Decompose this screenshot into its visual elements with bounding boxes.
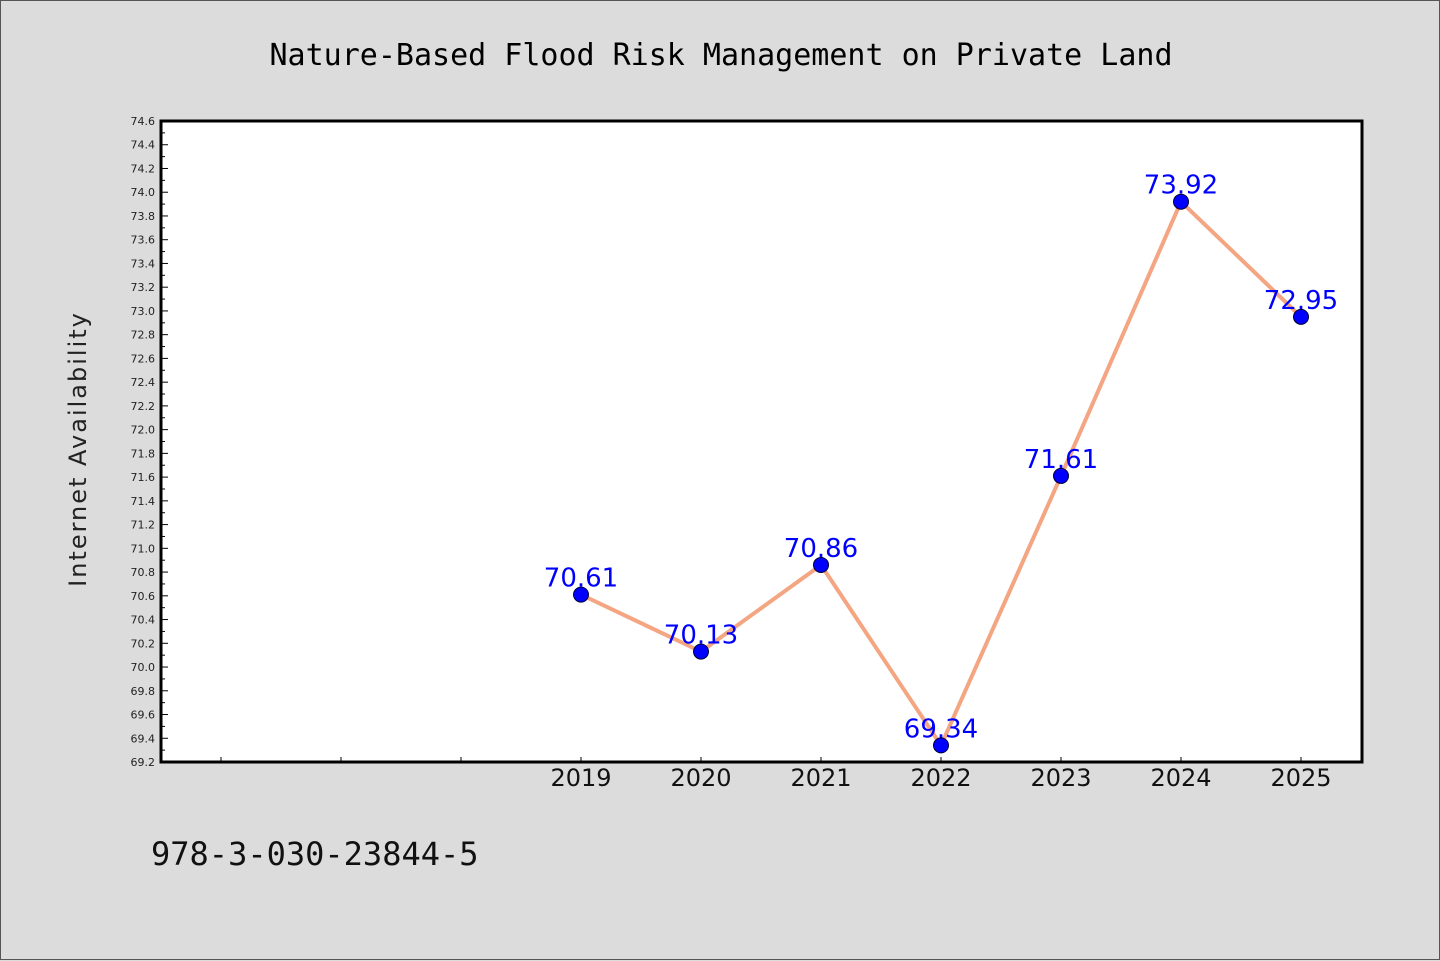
y-tick-label: 73.8 [131, 210, 156, 223]
data-point [573, 586, 589, 603]
data-point [933, 737, 949, 754]
y-tick-label: 72.2 [131, 400, 156, 413]
x-tick-label: 2022 [910, 764, 971, 792]
y-tick-label: 70.4 [131, 614, 156, 627]
y-tick-label: 70.6 [131, 590, 156, 603]
y-tick-label: 73.0 [131, 305, 156, 318]
data-label: 69.34 [904, 714, 978, 744]
data-point [813, 556, 829, 573]
x-tick-label: 2019 [550, 764, 611, 792]
y-tick-label: 71.0 [131, 542, 156, 555]
y-tick-label: 71.4 [131, 495, 156, 508]
data-label: 72.95 [1264, 286, 1338, 316]
y-tick-label: 69.8 [131, 685, 156, 698]
y-tick-label: 72.6 [131, 352, 156, 365]
y-tick-label: 71.6 [131, 471, 156, 484]
data-label-group: 70.61 70.13 70.86 69.34 71.61 73.92 72.95 [544, 171, 1338, 745]
x-axis: 2019 2020 2021 2022 2023 2024 2025 [220, 757, 1332, 792]
data-label: 70.86 [784, 534, 858, 564]
y-tick-label: 72.4 [131, 376, 156, 389]
y-axis-label: Internet Availability [64, 311, 92, 587]
y-tick-label: 72.8 [131, 329, 156, 342]
data-label: 73.92 [1144, 171, 1218, 201]
data-label: 70.61 [544, 564, 618, 594]
y-tick-label: 74.6 [131, 115, 156, 128]
y-tick-label: 69.4 [131, 732, 156, 745]
x-tick-label: 2024 [1150, 764, 1211, 792]
y-tick-label: 69.6 [131, 709, 156, 722]
chart-title: Nature-Based Flood Risk Management on Pr… [269, 38, 1172, 73]
y-tick-label: 70.8 [131, 566, 156, 579]
y-tick-label: 69.2 [131, 756, 156, 769]
y-tick-label: 70.0 [131, 661, 156, 674]
data-point [1173, 193, 1189, 210]
y-tick-label: 70.2 [131, 637, 156, 650]
x-tick-label: 2025 [1270, 764, 1331, 792]
y-tick-label: 71.2 [131, 519, 156, 532]
x-tick-label: 2023 [1030, 764, 1091, 792]
isbn-text: 978-3-030-23844-5 [151, 835, 479, 873]
y-tick-label: 72.0 [131, 424, 156, 437]
y-tick-label: 74.2 [131, 162, 156, 175]
y-tick-label: 71.8 [131, 447, 156, 460]
y-axis: 69.2 69.4 69.6 69.8 70.0 70.2 70.4 70.6 70.8 71.0… [131, 115, 168, 769]
x-tick-label: 2021 [790, 764, 851, 792]
data-point [693, 643, 709, 660]
y-tick-label: 73.6 [131, 234, 156, 247]
data-point [1053, 467, 1069, 484]
y-tick-label: 73.4 [131, 257, 156, 270]
series-line-group [573, 193, 1309, 754]
x-tick-label: 2020 [670, 764, 731, 792]
plot-area [159, 119, 1364, 764]
y-tick-label: 73.2 [131, 281, 156, 294]
y-tick-label: 74.4 [131, 139, 156, 152]
data-label: 70.13 [664, 621, 738, 651]
data-point [1293, 308, 1309, 325]
data-label: 71.61 [1024, 445, 1098, 475]
y-tick-label: 74.0 [131, 186, 156, 199]
